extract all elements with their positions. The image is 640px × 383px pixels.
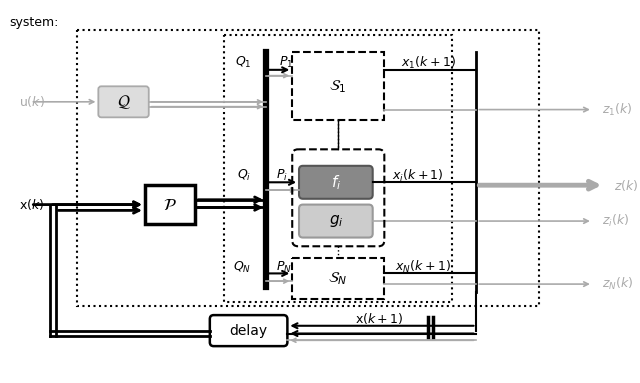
Text: $x_i(k+1)$: $x_i(k+1)$ xyxy=(392,167,444,183)
Text: $Q_1$: $Q_1$ xyxy=(235,54,252,70)
Text: $\mathcal{P}$: $\mathcal{P}$ xyxy=(163,196,177,214)
Text: $P_1$: $P_1$ xyxy=(278,54,293,70)
Text: $z_i(k)$: $z_i(k)$ xyxy=(602,213,630,229)
FancyBboxPatch shape xyxy=(99,86,148,117)
Text: $\mathcal{Q}$: $\mathcal{Q}$ xyxy=(116,93,131,111)
Text: $g_i$: $g_i$ xyxy=(328,213,343,229)
Text: $x_N(k+1)$: $x_N(k+1)$ xyxy=(395,259,451,275)
Bar xyxy=(77,30,540,306)
FancyBboxPatch shape xyxy=(299,166,372,199)
Bar xyxy=(145,185,195,224)
Text: $\mathrm{x}(k+1)$: $\mathrm{x}(k+1)$ xyxy=(355,311,404,326)
Text: $Q_N$: $Q_N$ xyxy=(234,260,252,275)
Text: $Q_i$: $Q_i$ xyxy=(237,168,252,183)
Text: system:: system: xyxy=(9,16,58,29)
Text: $z_N(k)$: $z_N(k)$ xyxy=(602,276,634,292)
Text: $x_1(k+1)$: $x_1(k+1)$ xyxy=(401,55,456,71)
Text: $\mathcal{S}_1$: $\mathcal{S}_1$ xyxy=(329,78,347,95)
Text: $P_i$: $P_i$ xyxy=(276,168,287,183)
Bar xyxy=(225,35,452,301)
Text: $f_i$: $f_i$ xyxy=(331,173,341,192)
Text: $z(k)$: $z(k)$ xyxy=(614,178,639,193)
Bar xyxy=(292,258,385,299)
FancyBboxPatch shape xyxy=(210,315,287,346)
Bar xyxy=(292,52,385,120)
Text: delay: delay xyxy=(230,324,268,338)
Text: $\mathrm{u}(k)$: $\mathrm{u}(k)$ xyxy=(19,94,45,109)
FancyBboxPatch shape xyxy=(299,205,372,237)
Text: $\mathcal{S}_N$: $\mathcal{S}_N$ xyxy=(328,270,348,286)
Text: $z_1(k)$: $z_1(k)$ xyxy=(602,101,633,118)
Text: $\mathrm{x}(k)$: $\mathrm{x}(k)$ xyxy=(19,197,44,212)
Text: $P_N$: $P_N$ xyxy=(276,260,292,275)
